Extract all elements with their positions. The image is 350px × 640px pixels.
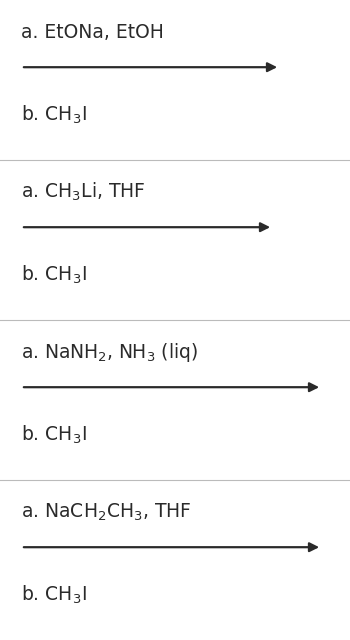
Text: b. CH$_3$I: b. CH$_3$I: [21, 584, 87, 606]
Text: a. CH$_3$Li, THF: a. CH$_3$Li, THF: [21, 181, 146, 203]
Text: a. NaNH$_2$, NH$_3$ (liq): a. NaNH$_2$, NH$_3$ (liq): [21, 340, 198, 364]
Text: b. CH$_3$I: b. CH$_3$I: [21, 424, 87, 446]
Text: a. EtONa, EtOH: a. EtONa, EtOH: [21, 22, 164, 42]
Text: a. NaCH$_2$CH$_3$, THF: a. NaCH$_2$CH$_3$, THF: [21, 501, 192, 523]
Text: b. CH$_3$I: b. CH$_3$I: [21, 264, 87, 286]
Text: b. CH$_3$I: b. CH$_3$I: [21, 104, 87, 126]
